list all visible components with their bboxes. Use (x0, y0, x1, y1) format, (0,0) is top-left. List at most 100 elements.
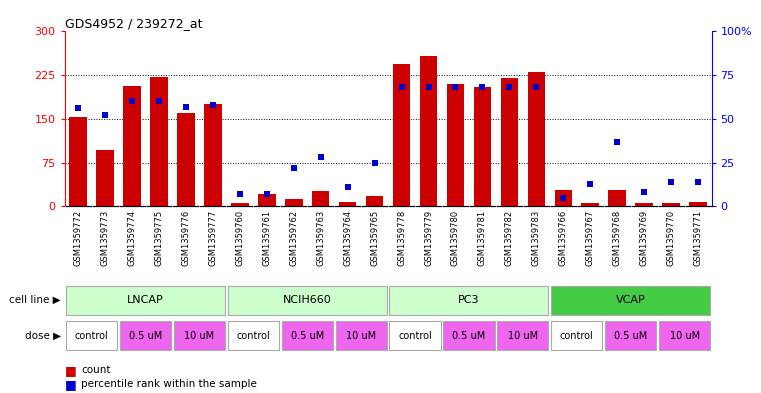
Text: GDS4952 / 239272_at: GDS4952 / 239272_at (65, 17, 202, 30)
Point (503, 84, 515, 90)
Bar (231, 204, 249, 206)
Text: 10 uM: 10 uM (670, 331, 699, 341)
Text: 0.5 uM: 0.5 uM (614, 331, 648, 341)
Bar (336, 321, 387, 350)
Text: GSM1359770: GSM1359770 (667, 210, 676, 266)
Text: VCAP: VCAP (616, 295, 645, 305)
Point (638, 189, 650, 195)
Text: 10 uM: 10 uM (508, 331, 538, 341)
Point (126, 98, 139, 105)
Bar (393, 64, 410, 206)
Text: GSM1359773: GSM1359773 (100, 210, 110, 266)
Bar (551, 286, 710, 315)
Point (584, 180, 597, 187)
Text: GSM1359772: GSM1359772 (74, 210, 83, 266)
Point (207, 102, 219, 108)
Bar (339, 202, 356, 206)
Text: 0.5 uM: 0.5 uM (291, 331, 324, 341)
Text: GSM1359779: GSM1359779 (424, 210, 433, 266)
Text: GSM1359769: GSM1359769 (640, 210, 648, 266)
Bar (120, 321, 171, 350)
Text: GSM1359766: GSM1359766 (559, 210, 568, 266)
Bar (66, 321, 117, 350)
Text: GSM1359771: GSM1359771 (693, 210, 702, 266)
Text: GSM1359781: GSM1359781 (478, 210, 487, 266)
Text: GSM1359767: GSM1359767 (586, 210, 595, 266)
Bar (497, 321, 549, 350)
Point (342, 184, 354, 190)
Text: dose ▶: dose ▶ (25, 331, 61, 341)
Text: GSM1359775: GSM1359775 (154, 210, 164, 266)
Point (422, 84, 435, 90)
Text: GSM1359762: GSM1359762 (289, 210, 298, 266)
Bar (527, 72, 545, 206)
Point (234, 191, 246, 197)
Bar (123, 86, 141, 206)
Point (99, 112, 111, 119)
Text: 10 uM: 10 uM (184, 331, 215, 341)
Bar (177, 113, 195, 206)
Text: GSM1359760: GSM1359760 (235, 210, 244, 266)
Text: GSM1359765: GSM1359765 (370, 210, 379, 266)
Point (611, 138, 623, 145)
Bar (228, 321, 279, 350)
Bar (285, 199, 303, 206)
Text: GSM1359764: GSM1359764 (343, 210, 352, 266)
Bar (447, 84, 464, 206)
Bar (228, 286, 387, 315)
Point (261, 191, 273, 197)
Bar (420, 56, 438, 206)
Bar (501, 78, 518, 206)
Text: GSM1359780: GSM1359780 (451, 210, 460, 266)
Bar (609, 190, 626, 206)
Bar (555, 190, 572, 206)
Text: PC3: PC3 (458, 295, 479, 305)
Point (396, 84, 408, 90)
Bar (390, 286, 549, 315)
Text: NCIH660: NCIH660 (283, 295, 332, 305)
Text: 0.5 uM: 0.5 uM (129, 331, 162, 341)
Text: GSM1359777: GSM1359777 (209, 210, 218, 266)
Text: GSM1359776: GSM1359776 (181, 210, 190, 266)
Text: control: control (560, 331, 594, 341)
Text: percentile rank within the sample: percentile rank within the sample (81, 379, 257, 389)
Bar (97, 150, 114, 206)
Bar (473, 87, 491, 206)
Text: LNCAP: LNCAP (127, 295, 164, 305)
Bar (150, 77, 167, 206)
Bar (689, 202, 707, 206)
Point (153, 98, 165, 105)
Text: cell line ▶: cell line ▶ (9, 295, 61, 305)
Bar (662, 204, 680, 206)
Point (314, 154, 326, 160)
Text: count: count (81, 365, 111, 375)
Bar (605, 321, 656, 350)
Point (368, 160, 380, 166)
Bar (258, 193, 275, 206)
Bar (581, 204, 599, 206)
Point (476, 84, 489, 90)
Bar (366, 196, 384, 206)
Point (450, 84, 462, 90)
Text: ■: ■ (65, 364, 76, 377)
Text: GSM1359783: GSM1359783 (532, 210, 541, 266)
Point (180, 103, 192, 110)
Text: 0.5 uM: 0.5 uM (452, 331, 486, 341)
Text: ■: ■ (65, 378, 76, 391)
Bar (174, 321, 225, 350)
Text: GSM1359778: GSM1359778 (397, 210, 406, 266)
Point (72, 105, 84, 112)
Bar (312, 191, 330, 206)
Bar (551, 321, 603, 350)
Text: GSM1359782: GSM1359782 (505, 210, 514, 266)
Point (530, 84, 543, 90)
Bar (390, 321, 441, 350)
Text: GSM1359774: GSM1359774 (128, 210, 136, 266)
Bar (282, 321, 333, 350)
Text: control: control (237, 331, 270, 341)
Bar (635, 204, 653, 206)
Text: control: control (75, 331, 109, 341)
Bar (659, 321, 710, 350)
Point (665, 179, 677, 185)
Point (692, 179, 704, 185)
